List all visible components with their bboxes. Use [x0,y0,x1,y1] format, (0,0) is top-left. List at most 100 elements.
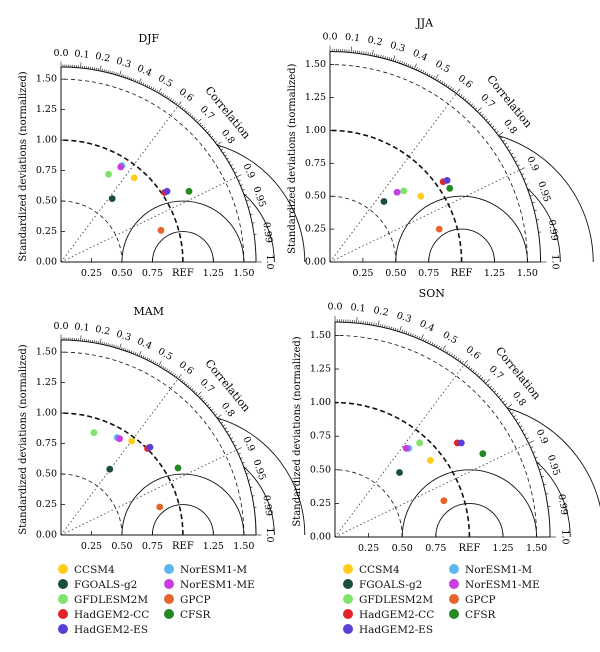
correlation-tick [492,388,494,390]
correlation-tick [404,331,405,334]
correlation-tick-label: 0.4 [418,318,436,334]
std-arc-050 [61,474,122,535]
correlation-tick [501,137,503,139]
correlation-tick [483,379,485,381]
legend-marker [164,594,174,604]
point-cfsr [175,465,182,472]
correlation-tick [427,73,428,75]
correlation-tick [425,72,426,74]
correlation-tick [515,161,517,162]
legend-item-gfdlesm2m: GFDLESM2M [58,594,148,607]
correlation-tick [477,107,481,111]
x-tick-label: 0.25 [81,541,102,552]
legend-label: NorESM1-ME [465,579,540,591]
correlation-tick [160,365,161,367]
correlation-tick [412,334,413,337]
correlation-tick [231,165,233,166]
correlation-tick [518,422,520,423]
correlation-tick [427,340,428,342]
correlation-tick [211,409,213,411]
correlation-tick [149,86,150,88]
correlation-tick [215,141,217,142]
y-tick-label: 1.50 [310,330,331,341]
y-tick-label: 0.25 [36,499,57,510]
correlation-tick [188,385,190,387]
correlation-tick [464,360,468,365]
x-tick-label: 1.25 [203,268,224,279]
correlation-tick [423,71,424,73]
correlation-tick [133,352,134,354]
correlation-tick [166,96,167,98]
correlation-tick [463,96,465,98]
correlation-tick [209,407,211,409]
legend-item-hadgem2-es: HadGEM2-ES [343,624,433,637]
correlation-tick [176,103,177,105]
y-tick-label: 0.00 [36,530,57,541]
correlation-tick [176,376,177,378]
correlation-tick [475,108,477,110]
correlation-tick [433,76,434,78]
correlation-tick [168,370,169,372]
correlation-tick [213,138,215,140]
correlation-tick [423,338,424,340]
correlation-tick-label: 0.6 [464,344,483,362]
correlation-tick [447,351,448,353]
correlation-tick [149,359,150,361]
correlation-tick [237,448,242,450]
correlation-tick [131,351,132,353]
correlation-tick [172,373,173,375]
correlation-tick [526,184,528,185]
x-tick-label: 1.50 [233,268,254,279]
correlation-tick [215,414,217,415]
outer-arc [335,322,550,537]
correlation-tick [418,69,419,71]
correlation-line [330,94,456,262]
correlation-tick-label: 0.99 [546,219,560,241]
legend-label: CCSM4 [74,564,115,576]
legend-item-noresm1-me: NorESM1-ME [449,579,540,592]
correlation-tick [479,112,481,114]
std-arc-050 [330,196,396,262]
correlation-tick [425,339,426,341]
correlation-tick-label: 0.4 [135,63,153,79]
correlation-tick [131,78,132,80]
correlation-tick [507,146,509,147]
correlation-tick [205,402,207,404]
correlation-tick [517,165,519,166]
correlation-tick [221,149,223,150]
correlation-tick [184,109,186,111]
correlation-line [330,170,520,262]
y-tick-label: 0.25 [36,226,57,237]
correlation-tick [143,356,144,358]
point-gfdlesm2m [416,440,423,447]
correlation-tick [351,47,352,53]
x-tick-label: 1.25 [492,543,513,554]
correlation-tick [129,350,130,352]
correlation-tick-label: 0.2 [94,51,111,65]
legend-label: GPCP [180,594,211,606]
ref-std-arc [330,130,462,262]
legend-item-hadgem2-cc: HadGEM2-CC [343,609,434,622]
correlation-tick [406,331,407,334]
outer-arc [330,51,541,262]
x-tick-label: 0.25 [352,268,373,279]
x-tick-label: 1.50 [233,541,254,552]
correlation-tick [435,75,438,80]
correlation-tick [522,174,524,175]
correlation-tick [395,328,396,331]
correlation-tick [120,71,122,76]
legend-marker [58,609,68,619]
correlation-tick [125,76,126,78]
y-tick-label: 1.50 [305,59,326,70]
correlation-tick [432,343,433,345]
y-tick-label: 1.00 [305,125,326,136]
x-tick-label: 1.25 [203,541,224,552]
correlation-tick [440,347,441,349]
correlation-tick [516,419,518,420]
correlation-tick [166,369,167,371]
correlation-tick [453,355,454,357]
correlation-tick [127,76,128,78]
legend-label: HadGEM2-CC [359,609,434,621]
correlation-tick [449,352,450,354]
